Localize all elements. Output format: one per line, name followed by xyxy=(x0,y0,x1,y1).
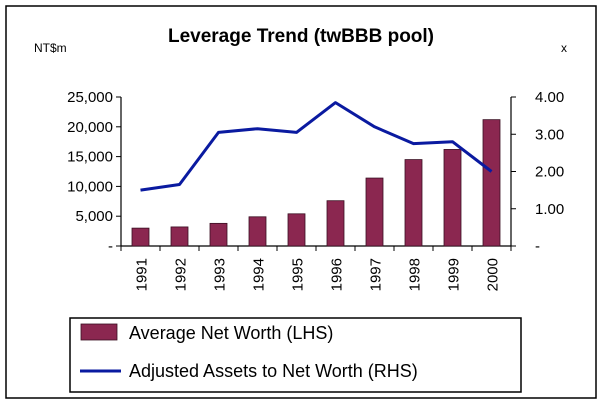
bar-1997 xyxy=(365,177,384,247)
x-tick-label: 1995 xyxy=(290,258,307,291)
left-tick-label: 25,000 xyxy=(67,89,113,106)
legend-swatch-net-worth xyxy=(80,323,118,341)
right-tick-label: 3.00 xyxy=(535,126,564,143)
legend-label-leverage: Adjusted Assets to Net Worth (RHS) xyxy=(129,361,418,381)
right-tick-label: 4.00 xyxy=(535,89,564,106)
left-tick-label: - xyxy=(108,238,113,255)
bar-1996 xyxy=(326,200,345,247)
bar-1995 xyxy=(287,213,306,247)
x-tick-label: 1994 xyxy=(251,258,268,291)
x-tick-label: 1999 xyxy=(446,258,463,291)
chart-title: Leverage Trend (twBBB pool) xyxy=(168,26,434,47)
x-tick-label: 1997 xyxy=(368,258,385,291)
line-series-adjusted-assets xyxy=(140,101,493,192)
right-tick-label: - xyxy=(535,238,540,255)
right-tick-label: 1.00 xyxy=(535,201,564,218)
bar-1993 xyxy=(209,222,228,247)
bar-2000 xyxy=(482,119,501,247)
bar-1998 xyxy=(404,159,423,247)
right-axis-unit: x xyxy=(561,41,567,55)
left-axis-unit: NT$m xyxy=(34,41,67,55)
left-tick-label: 5,000 xyxy=(75,208,113,225)
plot-area: - 5,000 10,000 15,000 20,000 25,000 - 1.00 2.00 3… xyxy=(67,89,564,291)
bar-1992 xyxy=(170,226,189,247)
bar-1994 xyxy=(248,216,267,247)
bar-1991 xyxy=(131,227,150,247)
x-tick-label: 1992 xyxy=(173,258,190,291)
x-tick-label: 1996 xyxy=(329,258,346,291)
x-tick-label: 1991 xyxy=(134,258,151,291)
legend: Average Net Worth (LHS) Adjusted Assets t… xyxy=(69,317,522,393)
x-tick-label: 1998 xyxy=(407,258,424,291)
left-tick-label: 20,000 xyxy=(67,119,113,136)
left-tick-label: 10,000 xyxy=(67,178,113,195)
legend-box xyxy=(69,317,522,393)
x-tick-label: 1993 xyxy=(212,258,229,291)
x-tick-label: 2000 xyxy=(485,258,502,291)
right-tick-label: 2.00 xyxy=(535,164,564,181)
left-tick-label: 15,000 xyxy=(67,149,113,166)
legend-label-net-worth: Average Net Worth (LHS) xyxy=(129,323,333,343)
bar-1999 xyxy=(443,149,462,247)
